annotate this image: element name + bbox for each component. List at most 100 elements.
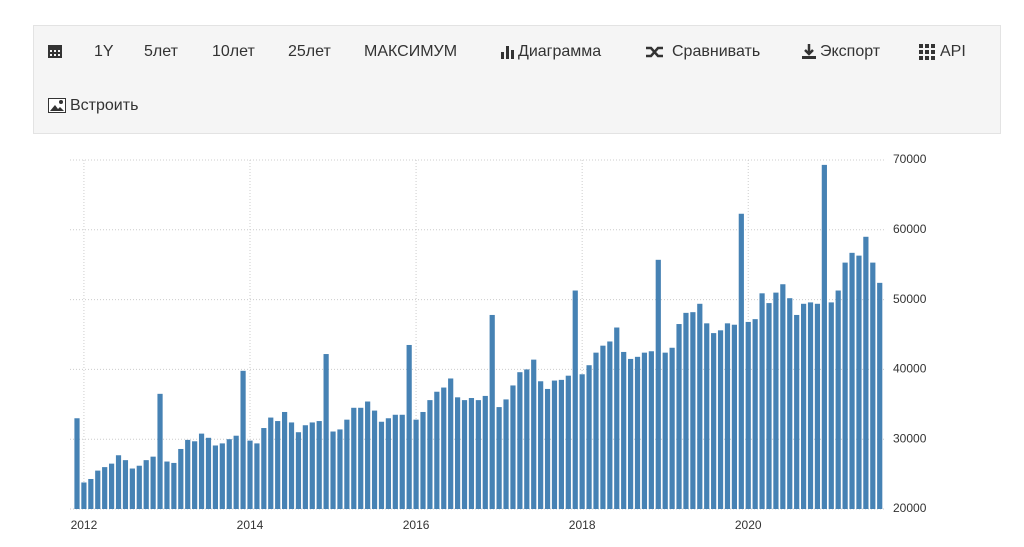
embed-icon[interactable] [48, 98, 66, 113]
bar [358, 407, 364, 509]
bar [302, 425, 308, 509]
bar [870, 262, 876, 509]
bar [143, 460, 149, 509]
range-button[interactable]: 1Y [94, 43, 114, 60]
bar [773, 292, 779, 509]
bar [109, 463, 115, 509]
bar [385, 418, 391, 509]
bar [662, 352, 668, 509]
bar [74, 418, 80, 509]
bar [676, 324, 682, 509]
embed-button[interactable]: Встроить [70, 97, 139, 114]
bar [247, 440, 253, 509]
bar [261, 428, 267, 509]
y-tick-label: 70000 [893, 152, 927, 166]
bar [690, 312, 696, 509]
bar [371, 410, 378, 509]
api-button[interactable]: API [940, 43, 966, 60]
bar [427, 400, 433, 509]
bar [503, 399, 509, 509]
bar [704, 323, 710, 509]
bar [517, 372, 523, 509]
bar [150, 456, 156, 509]
bar [461, 400, 468, 509]
bar [849, 252, 855, 510]
bar [856, 255, 862, 509]
bar [323, 354, 329, 509]
bar [205, 437, 212, 509]
bar [420, 411, 426, 509]
bar [724, 323, 731, 509]
chart-icon[interactable] [500, 44, 516, 60]
bar [95, 470, 101, 509]
bar [538, 381, 544, 509]
chart-button[interactable]: Диаграмма [518, 43, 602, 60]
bar [122, 460, 129, 509]
bar [780, 284, 786, 509]
range-button[interactable]: 5лет [144, 43, 178, 60]
bar [863, 236, 869, 509]
bar [344, 419, 350, 509]
bar [351, 407, 357, 509]
y-tick-label: 60000 [893, 222, 927, 236]
bar [275, 421, 281, 509]
bar [641, 352, 648, 509]
bar [593, 352, 599, 509]
bar [655, 259, 661, 509]
bar [814, 303, 821, 509]
bar [634, 356, 641, 509]
bar [794, 314, 800, 509]
bar [295, 432, 302, 509]
bar [524, 369, 530, 509]
bar [102, 467, 108, 509]
bar [572, 290, 578, 509]
y-tick-label: 20000 [893, 501, 927, 515]
range-button[interactable]: 25лет [288, 43, 331, 60]
bar [178, 448, 184, 509]
bar [711, 333, 717, 509]
bar [745, 321, 751, 509]
bar [434, 391, 440, 509]
bar [738, 213, 744, 509]
bar [531, 359, 537, 509]
bar [192, 441, 198, 509]
bar [607, 341, 613, 509]
bar [171, 462, 177, 509]
bar [621, 351, 627, 509]
api-icon[interactable] [919, 44, 935, 60]
bar [828, 302, 834, 509]
bar [489, 314, 495, 509]
bar [233, 435, 239, 509]
y-tick-label: 50000 [893, 292, 927, 306]
range-button[interactable]: 10лет [212, 43, 255, 60]
bar [282, 411, 288, 509]
toolbar: 1Y 5лет 10лет 25лет МАКСИМУМ Диаграмма С… [33, 25, 1001, 134]
calendar-icon[interactable] [47, 43, 63, 59]
bar [877, 282, 883, 509]
compare-button[interactable]: Сравнивать [672, 43, 761, 60]
bar [628, 358, 634, 509]
bar [268, 417, 274, 509]
range-button[interactable]: МАКСИМУМ [364, 43, 458, 60]
compare-icon[interactable] [645, 44, 665, 60]
bar [164, 461, 170, 509]
x-tick-label: 2012 [71, 518, 98, 532]
bar [807, 302, 814, 509]
bar [115, 455, 122, 509]
bar [198, 433, 205, 509]
bar [129, 468, 135, 509]
bar [717, 330, 724, 509]
bar [254, 443, 260, 509]
bar [219, 443, 225, 509]
bar [309, 422, 315, 509]
bar [226, 439, 232, 509]
export-button[interactable]: Экспорт [820, 43, 881, 60]
export-icon[interactable] [801, 43, 817, 59]
bar [759, 293, 765, 509]
bar [496, 407, 502, 509]
bar [378, 421, 385, 509]
x-tick-label: 2016 [403, 518, 430, 532]
bar [697, 303, 703, 509]
